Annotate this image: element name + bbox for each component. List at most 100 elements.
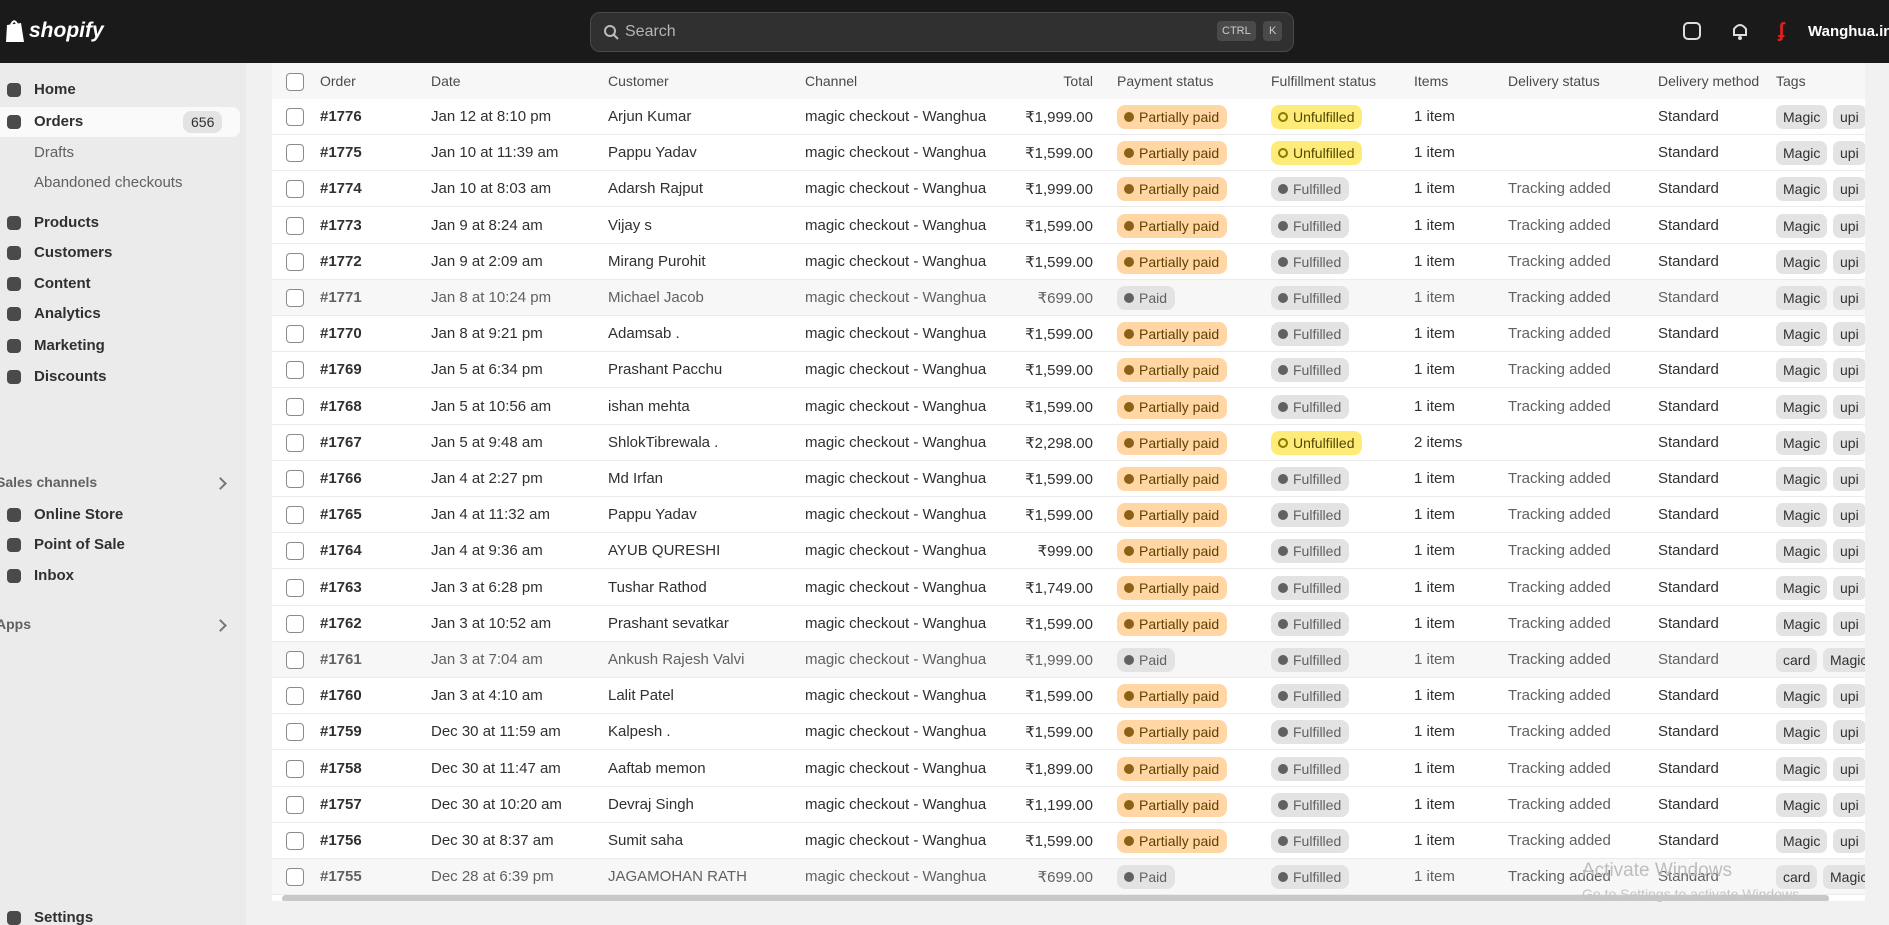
table-row[interactable] (272, 316, 1865, 353)
nav-subitem[interactable]: Abandoned checkouts (34, 174, 183, 191)
table-row[interactable] (272, 388, 1865, 425)
badge-dot (1124, 365, 1134, 376)
order-number[interactable]: #1775 (320, 144, 362, 162)
order-number[interactable]: #1765 (320, 506, 362, 524)
nav-item[interactable]: Analytics (34, 305, 101, 322)
order-number[interactable]: #1758 (320, 759, 362, 777)
delivery-status: Tracking added (1508, 542, 1611, 560)
order-number[interactable]: #1764 (320, 542, 362, 560)
checkbox[interactable] (286, 216, 304, 235)
checkbox[interactable] (286, 795, 304, 814)
order-number[interactable]: #1766 (320, 470, 362, 487)
table-row[interactable] (272, 678, 1865, 715)
checkbox[interactable] (286, 832, 304, 850)
nav-item[interactable]: Orders (34, 113, 84, 130)
table-row[interactable] (272, 135, 1865, 172)
order-number[interactable]: #1776 (320, 108, 362, 125)
channel: magic checkout - Wanghua (805, 723, 987, 741)
checkbox[interactable] (286, 180, 304, 199)
table-row[interactable] (272, 424, 1865, 461)
nav-item[interactable]: Settings (34, 909, 94, 925)
order-number[interactable]: #1762 (320, 614, 362, 632)
nav-item[interactable]: Home (34, 81, 76, 98)
checkbox[interactable] (286, 361, 304, 380)
store-icon[interactable] (1683, 22, 1701, 40)
checkbox[interactable] (286, 651, 304, 669)
order-number[interactable]: #1760 (320, 687, 362, 705)
table-row[interactable] (272, 822, 1865, 860)
order-number[interactable]: #1756 (320, 832, 362, 849)
order-number[interactable]: #1757 (320, 795, 362, 813)
table-row[interactable] (272, 207, 1865, 244)
table-row[interactable] (272, 859, 1865, 896)
table-row[interactable] (272, 641, 1865, 679)
nav-item[interactable]: Content (34, 275, 91, 292)
table-row[interactable] (272, 714, 1865, 751)
table-row[interactable] (272, 279, 1865, 317)
nav-item[interactable]: Discounts (34, 368, 107, 385)
order-number[interactable]: #1761 (320, 651, 362, 668)
checkbox[interactable] (286, 868, 304, 887)
checkbox[interactable] (286, 506, 304, 525)
search-box[interactable]: Search CTRL K (590, 12, 1294, 52)
customer: Md Irfan (608, 470, 664, 487)
checkbox[interactable] (286, 470, 304, 488)
checkbox[interactable] (286, 108, 304, 126)
nav-item[interactable]: Customers (34, 244, 113, 261)
nav-icon (7, 216, 21, 230)
table-row[interactable] (272, 497, 1865, 534)
bell-icon[interactable] (1731, 21, 1749, 41)
table-row[interactable] (272, 750, 1865, 787)
order-number[interactable]: #1770 (320, 325, 362, 343)
order-number[interactable]: #1769 (320, 361, 362, 379)
badge-label: Partially paid (1139, 181, 1220, 198)
order-number[interactable]: #1767 (320, 433, 362, 451)
order-number[interactable]: #1755 (320, 868, 362, 886)
order-number[interactable]: #1763 (320, 578, 362, 596)
table-row[interactable] (272, 605, 1865, 642)
order-number[interactable]: #1759 (320, 723, 362, 741)
checkbox[interactable] (286, 289, 304, 307)
table-row[interactable] (272, 243, 1865, 280)
checkbox[interactable] (286, 397, 304, 416)
checkbox[interactable] (286, 325, 304, 344)
customer: JAGAMOHAN RATH (608, 868, 747, 886)
nav-item[interactable]: Inbox (34, 567, 74, 584)
table-row[interactable] (272, 460, 1865, 498)
order-number[interactable]: #1774 (320, 180, 362, 198)
nav-icon (7, 339, 21, 353)
checkbox[interactable] (286, 687, 304, 706)
checkbox[interactable] (286, 723, 304, 742)
badge-label: Partially paid (1139, 362, 1220, 379)
delivery-status: Tracking added (1508, 180, 1611, 198)
checkbox[interactable] (286, 614, 304, 633)
checkbox[interactable] (286, 433, 304, 452)
nav-item[interactable]: Point of Sale (34, 536, 125, 553)
nav-item[interactable]: Online Store (34, 506, 124, 523)
table-row[interactable] (272, 533, 1865, 570)
store-name[interactable]: Wanghua.in (1808, 23, 1889, 40)
nav-item[interactable]: Products (34, 214, 100, 231)
nav-item[interactable]: Marketing (34, 337, 105, 354)
checkbox[interactable] (286, 252, 304, 271)
fulfillment-badge: Fulfilled (1271, 539, 1350, 564)
watermark-title: Activate Windows (1582, 860, 1732, 881)
checkbox[interactable] (286, 578, 304, 597)
badge-dot (1124, 582, 1134, 593)
order-number[interactable]: #1772 (320, 252, 362, 270)
table-row[interactable] (272, 569, 1865, 606)
order-number[interactable]: #1773 (320, 216, 362, 234)
nav-subitem[interactable]: Drafts (34, 144, 75, 161)
checkbox[interactable] (286, 73, 304, 91)
table-row[interactable] (272, 352, 1865, 389)
badge-label: Unfulfilled (1293, 109, 1355, 125)
delivery-method: Standard (1658, 144, 1719, 162)
order-number[interactable]: #1768 (320, 397, 362, 415)
checkbox[interactable] (286, 144, 304, 163)
order-number[interactable]: #1771 (320, 289, 362, 306)
table-row[interactable] (272, 171, 1865, 208)
checkbox[interactable] (286, 759, 304, 778)
table-row[interactable] (272, 786, 1865, 823)
checkbox[interactable] (286, 542, 304, 561)
table-row[interactable] (272, 98, 1865, 136)
